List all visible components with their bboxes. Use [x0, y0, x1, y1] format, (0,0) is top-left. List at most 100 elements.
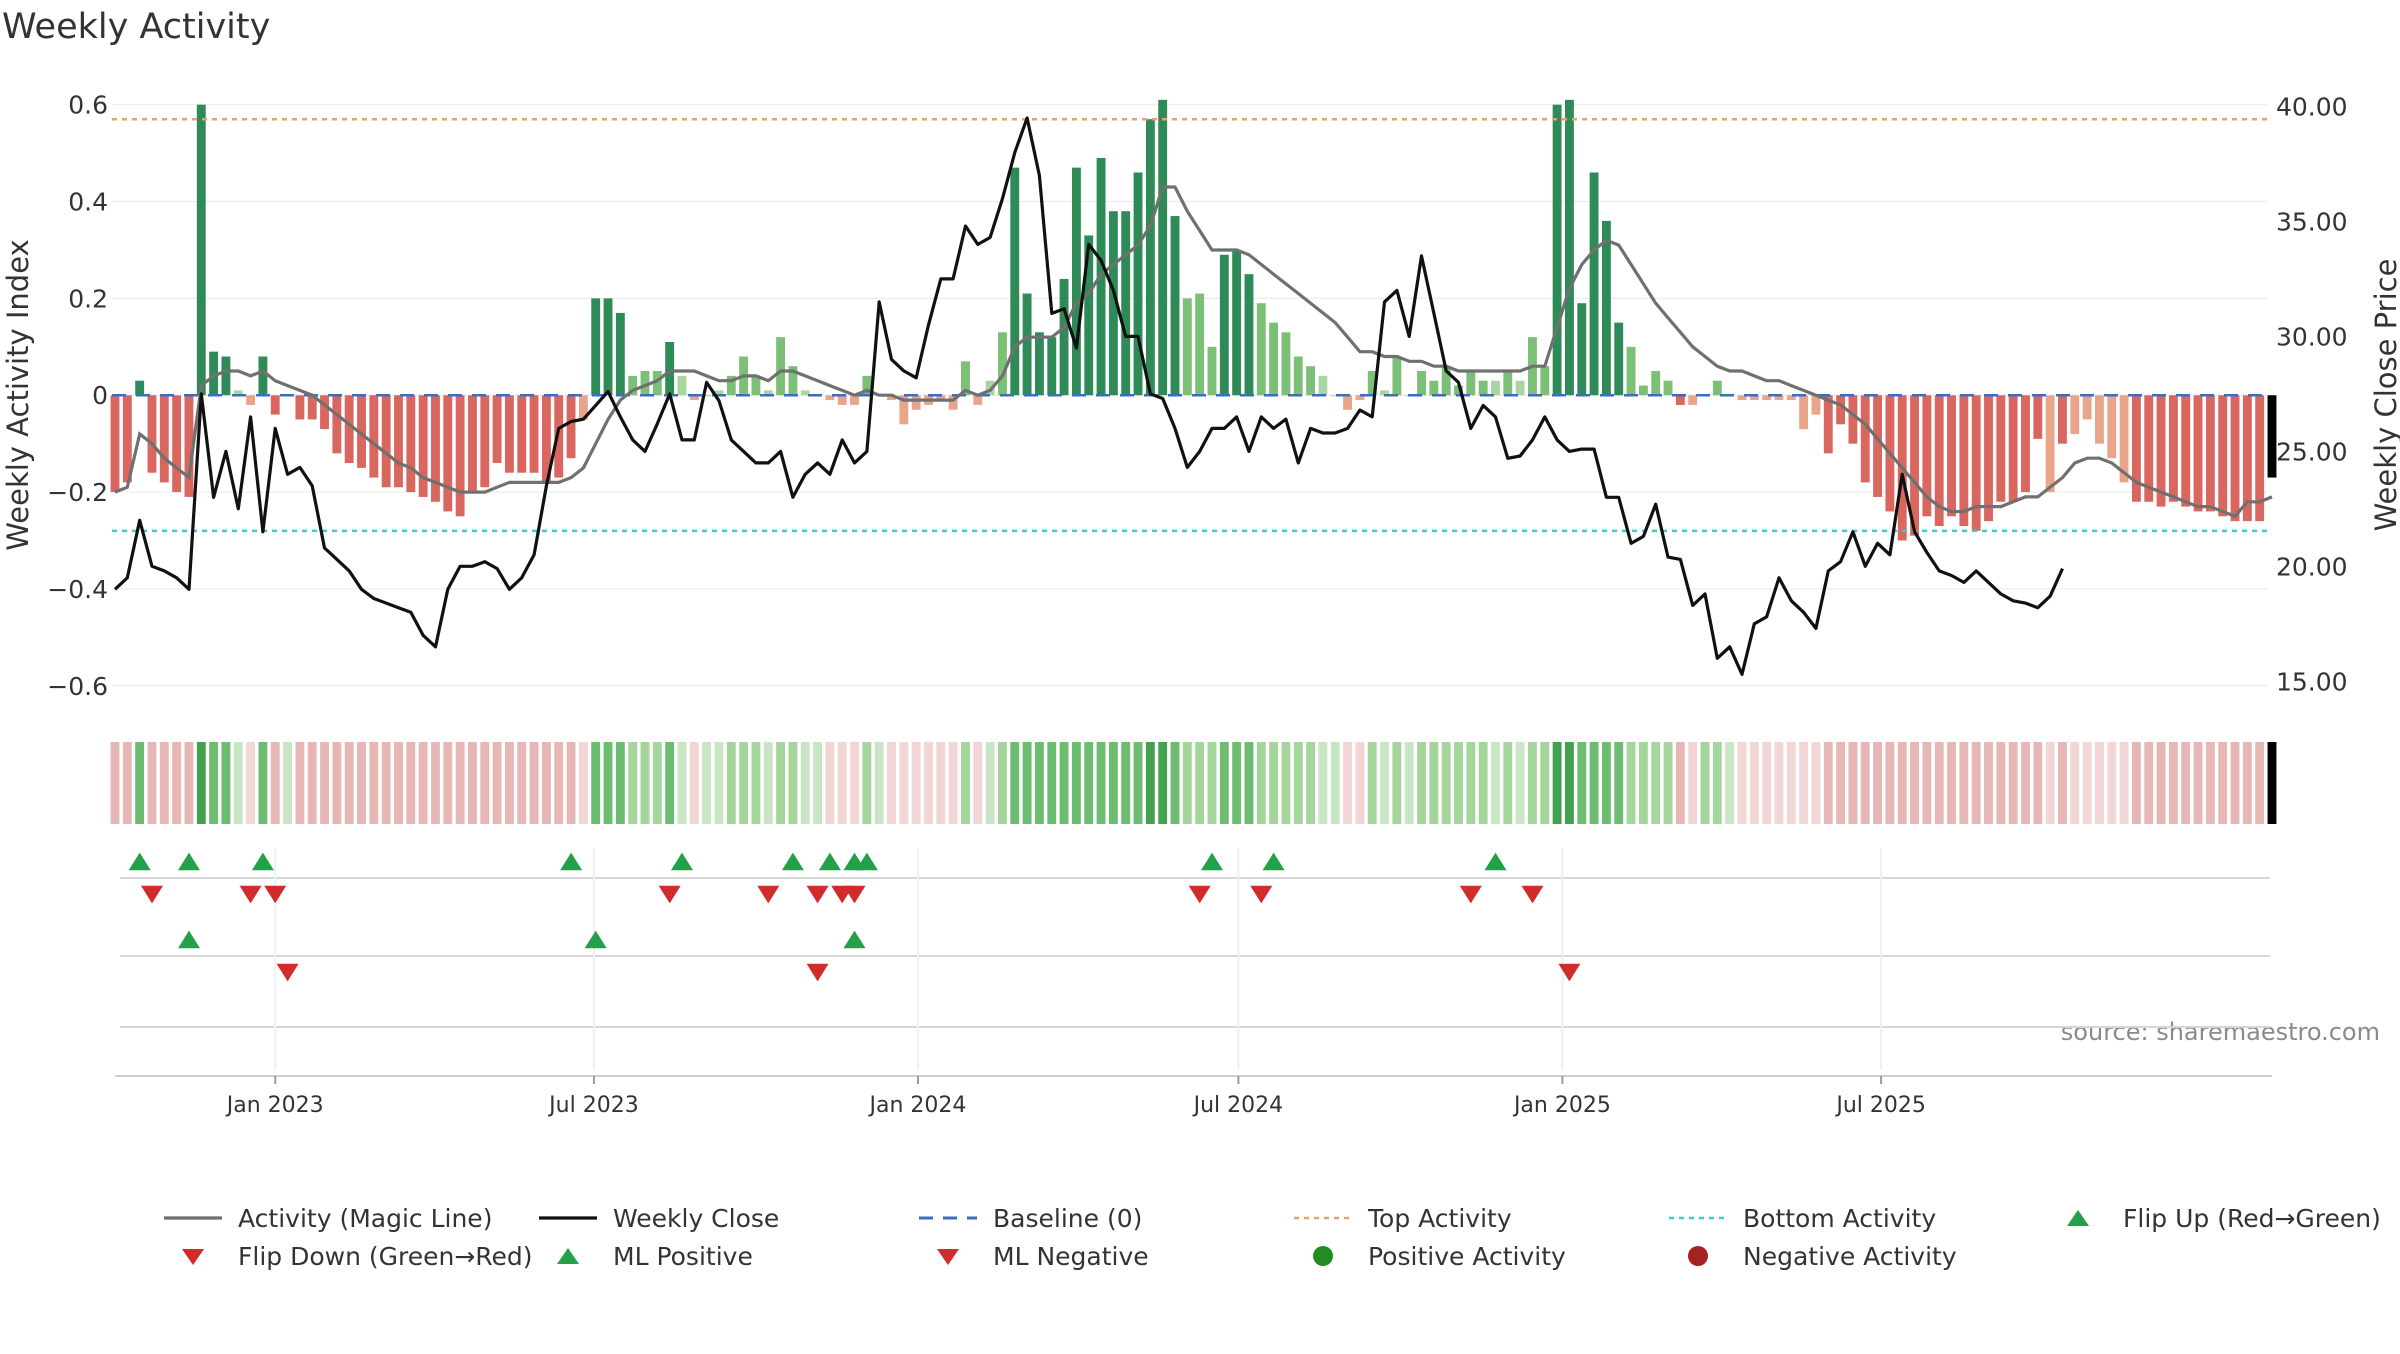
activity-bar: [2119, 395, 2129, 483]
activity-bar: [184, 395, 194, 497]
strip-cell: [1441, 742, 1451, 824]
strip-cell: [1515, 742, 1525, 824]
activity-bar: [1601, 220, 1611, 396]
legend-label: Negative Activity: [1743, 1241, 1957, 1271]
strip-cell: [1478, 742, 1488, 824]
strip-cell: [455, 742, 465, 824]
activity-bar: [1269, 322, 1279, 396]
strip-cell: [1330, 742, 1340, 824]
activity-bar: [2058, 395, 2067, 444]
activity-bar: [122, 395, 132, 483]
legend-swatch: [164, 1216, 222, 1220]
activity-bar: [172, 395, 182, 493]
strip-cell: [739, 742, 749, 824]
strip-cell: [1034, 742, 1044, 824]
legend-triangle-up-icon: [557, 1248, 579, 1264]
y-right-tick-label: 30.00: [2276, 322, 2348, 351]
strip-cell: [270, 742, 280, 824]
activity-bar: [357, 395, 366, 468]
activity-bar: [1380, 390, 1389, 396]
strip-cell: [948, 742, 958, 824]
strip-cell: [1084, 742, 1094, 824]
strip-cell: [2045, 742, 2055, 824]
legend-swatch: [539, 1216, 597, 1220]
x-tick-label: Jul 2023: [547, 1093, 639, 1118]
y-right-tick-label: 35.00: [2276, 207, 2348, 236]
activity-bar: [1392, 356, 1402, 396]
strip-cell: [233, 742, 243, 824]
legend-item: Baseline (0): [915, 1200, 1142, 1236]
legend-label: Positive Activity: [1368, 1241, 1566, 1271]
strip-cell: [1071, 742, 1081, 824]
strip-cell: [357, 742, 366, 824]
strip-cell: [1996, 742, 2006, 824]
strip-cell: [1158, 742, 1168, 824]
activity-bar: [1515, 380, 1525, 396]
activity-bar: [887, 395, 896, 401]
activity-bar: [1355, 395, 1365, 401]
activity-bar: [1749, 395, 1759, 401]
strip-cell: [1540, 742, 1550, 824]
activity-bar: [788, 366, 798, 396]
strip-cell: [2156, 742, 2166, 824]
activity-bar: [2021, 395, 2030, 493]
activity-bar: [258, 356, 268, 396]
activity-bar: [1059, 279, 1069, 396]
flip-up-marker: [1262, 852, 1285, 871]
activity-bar: [431, 395, 440, 502]
strip-cell: [652, 742, 662, 824]
strip-cell: [1737, 742, 1747, 824]
strip-cell: [443, 742, 453, 824]
strip-cell: [1934, 742, 1944, 824]
activity-bar: [1318, 375, 1328, 396]
activity-bar: [911, 395, 921, 410]
flip-down-marker: [658, 885, 681, 904]
activity-bar: [541, 395, 551, 483]
strip-cell: [184, 742, 194, 824]
activity-bar: [776, 337, 786, 396]
right-axis-label: Weekly Close Price: [2369, 259, 2400, 532]
legend-item: Bottom Activity: [1665, 1200, 1936, 1236]
strip-cell: [1343, 742, 1353, 824]
strip-cell: [1873, 742, 1883, 824]
activity-bar: [751, 375, 761, 396]
activity-bar: [1577, 303, 1587, 396]
strip-cell: [911, 742, 921, 824]
strip-cell: [1133, 742, 1143, 824]
strip-cell: [431, 742, 440, 824]
activity-bar: [1145, 119, 1155, 396]
strip-cell: [1712, 742, 1722, 824]
activity-bar: [714, 390, 724, 396]
strip-cell: [1047, 742, 1057, 824]
activity-bar: [1170, 216, 1180, 396]
strip-cell: [763, 742, 773, 824]
activity-bar: [1934, 395, 1944, 526]
strip-cell: [406, 742, 416, 824]
legend-dot-icon: [1688, 1246, 1708, 1266]
activity-bar: [504, 395, 514, 473]
activity-bar: [2205, 395, 2215, 512]
activity-bar: [899, 395, 909, 425]
strip-cell: [1984, 742, 1993, 824]
strip-cell: [1552, 742, 1562, 824]
activity-bar: [2107, 395, 2117, 459]
activity-bar: [591, 298, 601, 396]
strip-cell: [529, 742, 539, 824]
strip-cell: [1429, 742, 1439, 824]
activity-bar: [948, 395, 958, 410]
legend-label: Flip Up (Red→Green): [2123, 1203, 2381, 1233]
strip-cell: [1799, 742, 1809, 824]
legend-item: ML Positive: [535, 1238, 753, 1274]
flip-down-marker: [1188, 885, 1211, 904]
legend-swatch: [937, 1249, 959, 1265]
legend-swatch: [1669, 1216, 1727, 1220]
activity-bar: [1688, 395, 1698, 405]
activity-bar: [1293, 356, 1303, 396]
activity-bar: [1441, 366, 1451, 396]
y-right-tick-label: 20.00: [2276, 552, 2348, 581]
strip-cell: [307, 742, 317, 824]
strip-cell: [541, 742, 551, 824]
activity-bar: [2045, 395, 2055, 493]
legend-item: Top Activity: [1290, 1200, 1512, 1236]
